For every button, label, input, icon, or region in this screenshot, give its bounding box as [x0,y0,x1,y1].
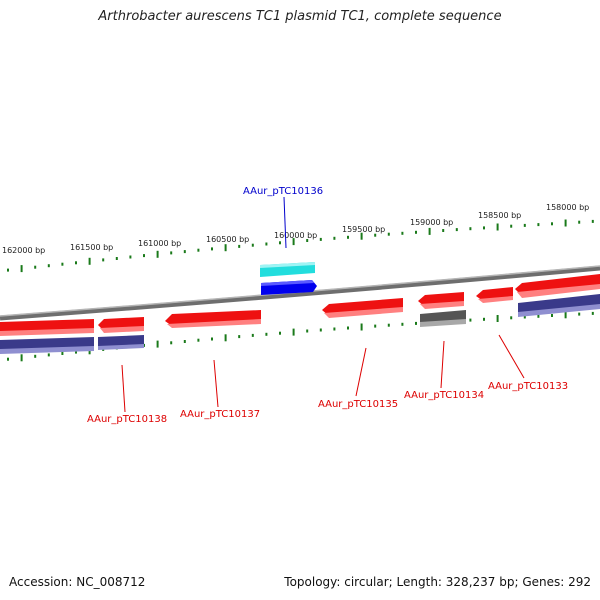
tick-label-162000: 162000 bp [2,246,45,255]
gene-right-edge[interactable] [515,274,600,298]
gene-label-AAur_pTC10135[interactable]: AAur_pTC10135 [318,399,398,410]
gene-AAur_pTC10133[interactable] [476,287,513,303]
accession-text: Accession: NC_008712 [9,575,146,589]
gene-label-AAur_pTC10138[interactable]: AAur_pTC10138 [87,414,167,425]
gene-label-AAur_pTC10134[interactable]: AAur_pTC10134 [404,390,484,401]
gene-purple-3[interactable] [518,294,600,317]
tick-label-159500: 159500 bp [342,225,385,234]
gene-AAur_pTC10136-arrow[interactable] [261,280,317,295]
tick-label-160000: 160000 bp [274,231,317,240]
tick-label-158000: 158000 bp [546,203,589,212]
tick-label-160500: 160500 bp [206,235,249,244]
gene-label-AAur_pTC10136[interactable]: AAur_pTC10136 [243,186,323,197]
label-leaders [121,196,525,413]
tick-label-159000: 159000 bp [410,218,453,227]
gene-AAur_pTC10136-cyan[interactable] [260,262,315,277]
map-title: Arthrobacter aurescens TC1 plasmid TC1, … [98,9,502,24]
topology-summary-text: Topology: circular; Length: 328,237 bp; … [284,575,591,589]
gene-AAur_pTC10135[interactable] [322,298,403,318]
gene-AAur_pTC10134[interactable] [418,292,464,309]
tick-label-161500: 161500 bp [70,243,113,252]
gene-purple-1[interactable] [0,337,94,354]
tick-label-161000: 161000 bp [138,239,181,248]
tick-labels: 162000 bp 161500 bp 161000 bp 160500 bp … [2,203,589,255]
gene-labels: AAur_pTC10136 AAur_pTC10138 AAur_pTC1013… [87,186,568,425]
lower-tick-track [7,311,594,362]
gene-AAur_pTC10138[interactable] [0,319,94,336]
gene-purple-2[interactable] [98,335,144,350]
gene-label-AAur_pTC10133[interactable]: AAur_pTC10133 [488,381,568,392]
upper-tick-track [7,219,594,273]
gene-AAur_pTC10137-left[interactable] [98,317,144,333]
gene-gray[interactable] [420,310,466,327]
gene-AAur_pTC10137[interactable] [165,310,261,328]
tick-label-158500: 158500 bp [478,211,521,220]
gene-label-AAur_pTC10137[interactable]: AAur_pTC10137 [180,409,260,420]
